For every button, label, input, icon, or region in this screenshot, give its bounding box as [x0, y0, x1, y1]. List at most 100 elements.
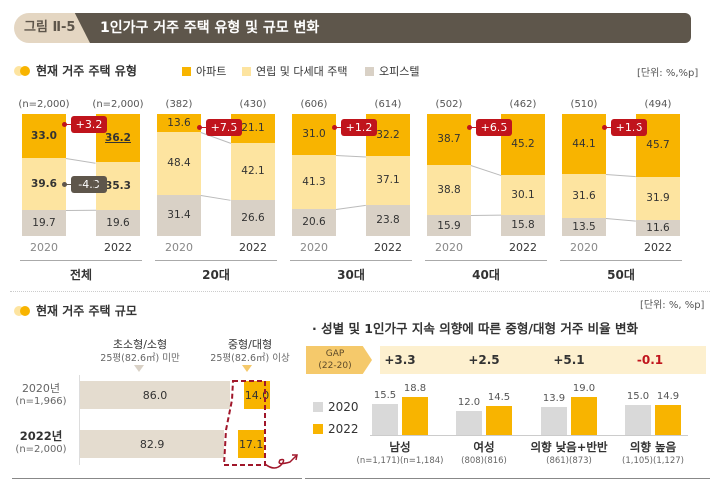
bullet-dots-icon [14, 305, 32, 316]
category-small-sub: 25평(82.6㎡) 미만 [100, 353, 180, 364]
bar-segment-apartment: 31.0 [292, 114, 336, 155]
group-label: 20대 [202, 268, 230, 282]
bar-segment-small: 86.0 [80, 381, 230, 409]
legend-label: 연립 및 다세대 주택 [256, 65, 348, 78]
bar-segment-row-house: 48.4 [157, 131, 201, 195]
section-title-housing-type: 현재 거주 주택 유형 [14, 62, 137, 79]
bar-segment-row-house: 42.1 [231, 142, 275, 200]
legend-apartment: 아파트 [182, 63, 226, 79]
baseline [370, 435, 688, 436]
group-underline [20, 260, 142, 261]
legend-label: 2020 [328, 400, 359, 414]
legend-row-house: 연립 및 다세대 주택 [242, 63, 347, 79]
arrow-head-icon [94, 179, 100, 188]
bar-segment-officetel: 13.5 [562, 217, 606, 236]
axis-line [79, 375, 80, 465]
bullet-dots-icon [14, 65, 32, 76]
bar-segment-officetel: 19.6 [96, 209, 140, 236]
legend-officetel: 오피스텔 [365, 63, 419, 79]
arrow-head-icon [229, 123, 235, 131]
year-label: 2020 [435, 241, 463, 254]
bar-2020 [456, 411, 482, 435]
arrow-start-dot [62, 181, 67, 187]
year-label: 2022 [374, 241, 402, 254]
group-underline [425, 260, 547, 261]
sample-size-label: (606) [300, 99, 328, 110]
year-label: 2020 [165, 241, 193, 254]
figure-title: 1인가구 거주 주택 유형 및 규모 변화 [100, 20, 320, 36]
group-label: 전체 [69, 268, 93, 282]
legend-swatch-officetel [365, 66, 374, 76]
bar-value-label: 15.5 [373, 390, 397, 401]
dashed-highlight [222, 380, 266, 466]
sample-size-label: (614) [374, 99, 402, 110]
legend-label: 아파트 [196, 65, 227, 78]
unit-label: [단위: %,%p] [637, 68, 699, 79]
legend-swatch-apartment [182, 66, 191, 76]
category-label: 여성 [473, 440, 495, 454]
bar-2020 [372, 404, 398, 435]
section-divider [10, 291, 710, 292]
row-label-2020: 2020년 (n=1,966) [10, 382, 72, 408]
arrow-head-icon [292, 454, 298, 461]
bar-segment-row-house: 30.1 [501, 174, 545, 215]
arrow-head-icon [94, 120, 100, 128]
sample-size-label: (462) [509, 99, 537, 110]
row-label-2022: 2022년 (n=2,000) [10, 430, 72, 456]
category-label: 남성 [389, 440, 411, 454]
gap-strip [380, 346, 706, 374]
legend-label: 2022 [328, 422, 359, 436]
gap-label-line1: GAP [325, 349, 345, 359]
bottom-rule-left [12, 478, 302, 479]
bar-2020 [625, 405, 651, 435]
bar-segment-apartment: 44.1 [562, 114, 606, 175]
sample-size-label: (494) [644, 99, 672, 110]
gap-value: +2.5 [468, 353, 500, 367]
gap-label: GAP (22-20) [306, 346, 372, 374]
bar-value-label: 14.9 [656, 391, 680, 403]
row-n: (n=1,966) [15, 396, 67, 407]
category-large-sub: 25평(82.6㎡) 이상 [210, 353, 290, 364]
bar-segment-apartment: 38.7 [427, 114, 471, 165]
category-sample-size: (808)(816) [461, 456, 507, 466]
category-small-head: 초소형/소형 [112, 338, 168, 351]
bar-segment-officetel: 20.6 [292, 208, 336, 236]
year-label: 2022 [509, 241, 537, 254]
arrow-start-dot [467, 125, 472, 130]
legend-label: 오피스텔 [379, 65, 420, 78]
row-year: 2022년 [19, 429, 63, 443]
year-label: 2022 [644, 241, 672, 254]
bar-segment-apartment: 13.6 [157, 114, 201, 132]
bar-segment-officetel: 23.8 [366, 204, 410, 236]
legend-swatch-2022 [313, 424, 323, 434]
group-underline [290, 260, 412, 261]
bar-2020 [541, 407, 567, 435]
legend-swatch-2020 [313, 402, 323, 412]
bottom-rule-right [305, 478, 710, 479]
bar-segment-apartment: 36.2 [96, 114, 140, 163]
bar-segment-row-house: 31.6 [562, 174, 606, 218]
legend-2022: 2022 [313, 422, 359, 436]
bar-value-label: 19.0 [572, 383, 596, 394]
category-sample-size: (1,105)(1,127) [622, 456, 684, 466]
category-large-head: 중형/대형 [227, 338, 273, 351]
bar-segment-officetel: 31.4 [157, 194, 201, 236]
gap-value: +5.1 [553, 353, 585, 367]
bar-segment-row-house: 37.1 [366, 156, 410, 205]
bar-value-label: 13.9 [542, 393, 566, 405]
bar-value-label: 14.5 [487, 392, 511, 403]
gap-value: +3.3 [384, 353, 416, 367]
bar-segment-apartment: 33.0 [22, 114, 66, 158]
down-triangle-icon [134, 365, 144, 372]
bar-value-label: 15.0 [626, 391, 650, 402]
arrow-start-dot [332, 125, 337, 130]
unit-label: [단위: %, %p] [640, 300, 705, 311]
section-title-housing-size: 현재 거주 주택 규모 [14, 302, 137, 319]
category-label: 의향 높음 [629, 440, 677, 454]
bar-segment-apartment: 21.1 [231, 114, 275, 143]
bar-value-label: 18.8 [403, 383, 427, 395]
bar-segment-officetel: 15.9 [427, 215, 471, 236]
subchart-title: · 성별 및 1인가구 지속 의향에 따른 중형/대형 거주 비율 변화 [312, 321, 639, 336]
bar-2022 [571, 397, 597, 435]
bar-segment-officetel: 19.7 [22, 209, 66, 236]
